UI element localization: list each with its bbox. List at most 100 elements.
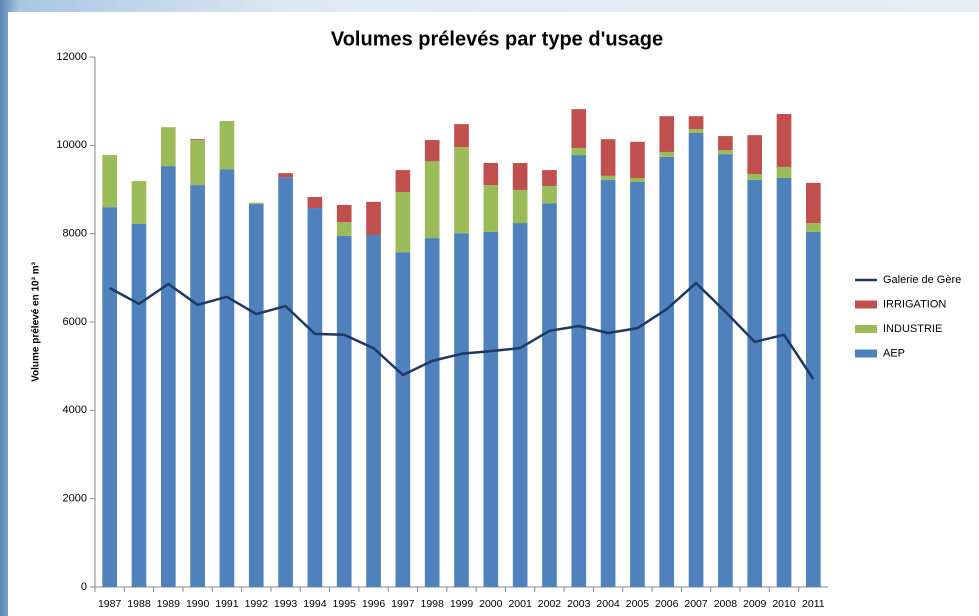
- y-tick-label: 0: [81, 581, 87, 593]
- x-tick-label: 1993: [274, 598, 298, 610]
- bar-segment: [278, 173, 293, 178]
- bar-segment: [395, 170, 411, 193]
- bar-segment: [630, 141, 645, 179]
- bar-segment: [571, 109, 587, 148]
- x-tick-label: 2011: [802, 598, 825, 610]
- legend-label: INDUSTRIE: [883, 323, 942, 335]
- bar-segment: [102, 207, 117, 587]
- bar-segment: [776, 166, 792, 179]
- x-tick-label: 2010: [772, 598, 796, 610]
- bar-segment: [131, 181, 147, 224]
- bar-segment: [542, 203, 557, 588]
- bar-segment: [190, 185, 205, 588]
- bar-segment: [571, 155, 587, 588]
- x-tick-label: 1996: [362, 598, 386, 610]
- x-tick-label: 1995: [333, 598, 357, 610]
- bar-segment: [131, 223, 147, 587]
- bar-segment: [424, 238, 440, 588]
- bar-segment: [600, 139, 616, 176]
- bar-segment: [395, 252, 411, 587]
- bar-segment: [307, 208, 323, 588]
- bar-segment: [542, 185, 557, 204]
- bar-segment: [248, 202, 264, 205]
- legend-swatch: [855, 300, 877, 309]
- bar-segment: [600, 175, 616, 180]
- bar-segment: [659, 156, 675, 588]
- legend-label: AEP: [883, 347, 905, 359]
- x-tick-label: 2002: [538, 598, 562, 610]
- bar-segment: [512, 163, 528, 190]
- x-tick-label: 2007: [684, 598, 708, 610]
- bar-segment: [659, 116, 675, 152]
- x-tick-label: 2009: [743, 598, 767, 610]
- bar-segment: [278, 177, 293, 587]
- bar-segment: [806, 182, 821, 224]
- bar-segment: [806, 223, 821, 232]
- bar-segment: [630, 181, 645, 587]
- x-tick-label: 2005: [626, 598, 650, 610]
- x-tick-label: 1987: [98, 598, 122, 610]
- x-tick-label: 2000: [479, 598, 503, 610]
- legend-swatch: [855, 325, 877, 333]
- bar-segment: [718, 154, 733, 587]
- bar-segment: [395, 192, 411, 253]
- bar-segment: [688, 128, 704, 133]
- x-tick-label: 1988: [127, 598, 151, 610]
- bar-segment: [190, 140, 205, 186]
- bar-segment: [806, 231, 821, 587]
- x-tick-label: 2001: [508, 598, 532, 610]
- bar-segment: [776, 113, 792, 167]
- y-tick-label: 6000: [63, 316, 87, 328]
- bar-segment: [718, 136, 733, 151]
- bar-segment: [424, 161, 440, 239]
- y-tick-label: 8000: [63, 228, 87, 240]
- x-tick-label: 1994: [303, 598, 327, 610]
- bar-segment: [424, 140, 440, 162]
- bar-segment: [600, 179, 616, 588]
- bar-segment: [454, 233, 469, 587]
- bar-segment: [102, 155, 117, 208]
- bar-segment: [747, 135, 763, 175]
- legend-label: Galerie de Gère: [883, 274, 961, 286]
- bar-segment: [571, 147, 587, 156]
- y-axis-label: Volume prélevé en 10³ m³: [31, 261, 42, 382]
- x-tick-label: 1989: [157, 598, 181, 610]
- y-tick-label: 2000: [63, 493, 87, 505]
- x-tick-label: 1999: [450, 598, 474, 610]
- x-tick-label: 2004: [596, 598, 620, 610]
- x-tick-label: 1998: [421, 598, 445, 610]
- bar-segment: [160, 166, 176, 587]
- x-tick-label: 2006: [655, 598, 679, 610]
- bar-segment: [483, 231, 499, 587]
- x-tick-label: 1991: [215, 598, 239, 610]
- y-tick-label: 4000: [63, 404, 87, 416]
- bar-segment: [776, 178, 792, 587]
- line-series: [109, 281, 815, 380]
- bar-segment: [747, 174, 763, 180]
- bar-segment: [512, 223, 528, 588]
- bar-segment: [336, 235, 352, 587]
- legend-swatch: [855, 349, 877, 358]
- bar-segment: [190, 139, 205, 141]
- chart-title: Volumes prélevés par type d'usage: [331, 28, 663, 50]
- bar-segment: [454, 147, 469, 234]
- x-tick-label: 1997: [391, 598, 415, 610]
- y-tick-label: 12000: [56, 51, 87, 63]
- bar-segment: [336, 204, 352, 223]
- bar-segment: [219, 169, 235, 587]
- bar-segment: [454, 124, 469, 148]
- bar-segment: [366, 201, 381, 235]
- bar-segment: [512, 189, 528, 224]
- bar-segment: [718, 150, 733, 155]
- bar-segment: [688, 116, 704, 129]
- bar-segment: [659, 151, 675, 157]
- bar-segment: [366, 234, 381, 587]
- bar-segment: [630, 178, 645, 182]
- bar-segment: [307, 197, 323, 209]
- bar-segment: [483, 163, 499, 186]
- bar-segment: [542, 170, 557, 186]
- bar-segment: [747, 179, 763, 588]
- bar-segment: [688, 132, 704, 587]
- x-tick-label: 2003: [567, 598, 591, 610]
